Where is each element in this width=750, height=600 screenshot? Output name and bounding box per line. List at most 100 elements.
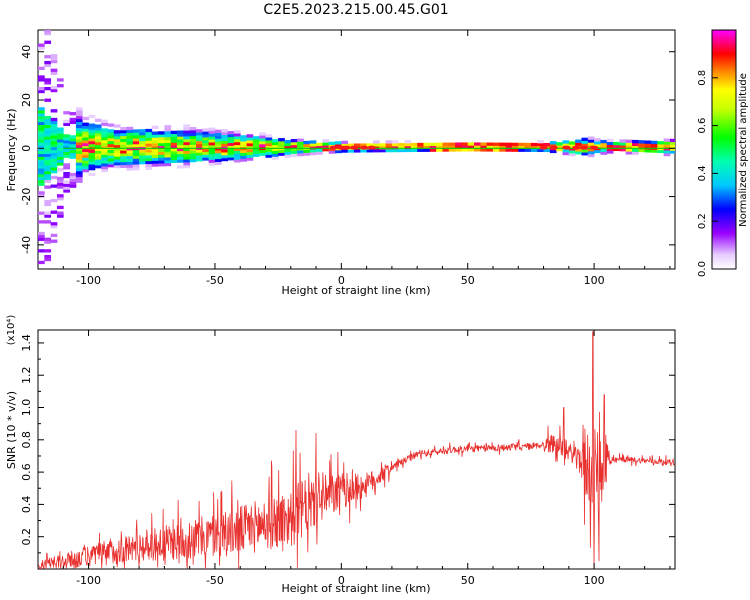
spectrogram-cell [50, 109, 58, 113]
spectrogram-cell [164, 136, 172, 141]
spectrogram-cell [240, 135, 247, 139]
spectrogram-cell [50, 167, 58, 171]
spectrogram-cell [44, 139, 52, 143]
spectrogram-cell [328, 150, 336, 154]
spectrogram-peak [539, 145, 548, 150]
spectrogram-cell [75, 159, 83, 163]
spectrogram-cell [341, 143, 349, 147]
spectrogram-cell [208, 150, 216, 155]
spectrogram-cell [467, 142, 475, 146]
spectrogram-cell [183, 130, 191, 134]
spectrogram-cell [284, 148, 292, 152]
spectrogram-cell [177, 139, 184, 143]
spectrogram-cell [663, 150, 671, 154]
spectrogram-cell [164, 151, 172, 155]
spectrogram-cell [75, 133, 83, 137]
spectrogram-cell [75, 176, 83, 181]
spectrogram-cell [75, 141, 83, 146]
snr-y-tick-label: 1.4 [20, 334, 33, 352]
spectrogram-cell [75, 124, 83, 128]
spectrogram-cell [63, 151, 70, 155]
spectrogram-cell [429, 148, 437, 152]
spectrogram-cell [50, 59, 58, 64]
spectrogram-peak [549, 145, 558, 150]
spectrogram-cell [75, 118, 83, 123]
spectrogram-cell [107, 135, 115, 139]
spectrogram-cell [145, 137, 153, 141]
spectrogram-cell [113, 150, 121, 154]
spectrogram-cell [107, 140, 115, 145]
spectrogram-cell [568, 144, 576, 148]
spectrogram-cell [88, 152, 96, 156]
spectrogram-cell [126, 129, 134, 133]
spectrogram-cell [278, 138, 285, 142]
colorbar-tick-label: 0.4 [697, 165, 708, 181]
spectrogram-cell [183, 150, 191, 154]
spectrogram-cell [170, 142, 178, 146]
spectrogram-cell [139, 158, 146, 162]
spectrogram-cell [233, 159, 241, 163]
spectrogram-cell [101, 119, 108, 123]
spectrogram-cell [56, 185, 64, 189]
spectrogram-cell [227, 151, 235, 155]
spectrogram-cell [284, 142, 292, 147]
spectrogram-cell [398, 143, 405, 147]
spectrogram-cell [227, 139, 235, 144]
spectrogram-panel: -100 -50 0 50 100 -40 -20 0 20 40 Height of stra… [5, 29, 676, 297]
colorbar-label: Normalized spectral amplitude [738, 73, 749, 227]
spectrogram-cell [82, 157, 89, 161]
spectrogram-cell [587, 139, 595, 143]
spectrogram-cell [113, 141, 121, 146]
spectrogram-cell [151, 131, 159, 135]
spectrogram-cell [50, 126, 58, 130]
spectrogram-cell [385, 140, 393, 144]
spectrogram-cell [278, 152, 285, 156]
spectrogram-cell [50, 143, 58, 148]
spectrogram-cell [145, 149, 153, 153]
spectrogram-cell [619, 148, 627, 152]
spectrogram-cell [347, 143, 355, 147]
spectrogram-cell [132, 149, 140, 153]
spectrogram-cell [50, 117, 58, 122]
spectrogram-cell [88, 164, 96, 168]
spectrogram-cell [581, 152, 589, 156]
spectrogram-cell [177, 153, 184, 157]
spectrogram-cell [613, 141, 620, 146]
spectrogram-cell [69, 112, 77, 116]
spectrogram-cell [252, 144, 260, 149]
spectrogram-cell [107, 129, 115, 133]
spectrogram-cell [94, 147, 102, 151]
spectrogram-cell [170, 145, 178, 149]
spectrogram-cell [44, 156, 52, 160]
colorbar-tick-label: 0.2 [697, 213, 708, 229]
spectrogram-cell [486, 142, 494, 146]
spectrogram-cell [107, 132, 115, 136]
spectrogram-cell [240, 138, 247, 142]
spectrogram-cell [493, 142, 500, 146]
spectrogram-cell [44, 199, 52, 204]
spectrogram-cell [632, 139, 639, 144]
spectrogram-cell [221, 128, 228, 133]
spectrogram-cell [284, 154, 292, 158]
spectrogram-cell [63, 171, 70, 176]
spectrogram-cell [126, 164, 134, 168]
spectrogram-cell [38, 86, 45, 91]
spectrogram-cell [309, 140, 317, 144]
spectrogram-cell [38, 89, 45, 94]
spectrogram-cell [38, 234, 45, 239]
spectrogram-cell [170, 148, 178, 152]
spectrogram-cell [265, 154, 273, 158]
spectrogram-cell [44, 121, 52, 126]
spectrogram-cell [56, 214, 64, 218]
spectrogram-cell [69, 149, 77, 154]
spectrogram-peak [329, 145, 338, 150]
spectrogram-cell [657, 143, 665, 148]
spectrogram-cell [158, 160, 165, 164]
spectrogram-cell [575, 148, 582, 152]
spectrogram-cell [75, 173, 83, 178]
spectrogram-cell [632, 142, 639, 147]
spectrogram-peak [367, 145, 376, 150]
spectrogram-cell [139, 155, 146, 159]
spectrogram-cell [38, 78, 45, 82]
spectrogram-cell [38, 130, 45, 134]
